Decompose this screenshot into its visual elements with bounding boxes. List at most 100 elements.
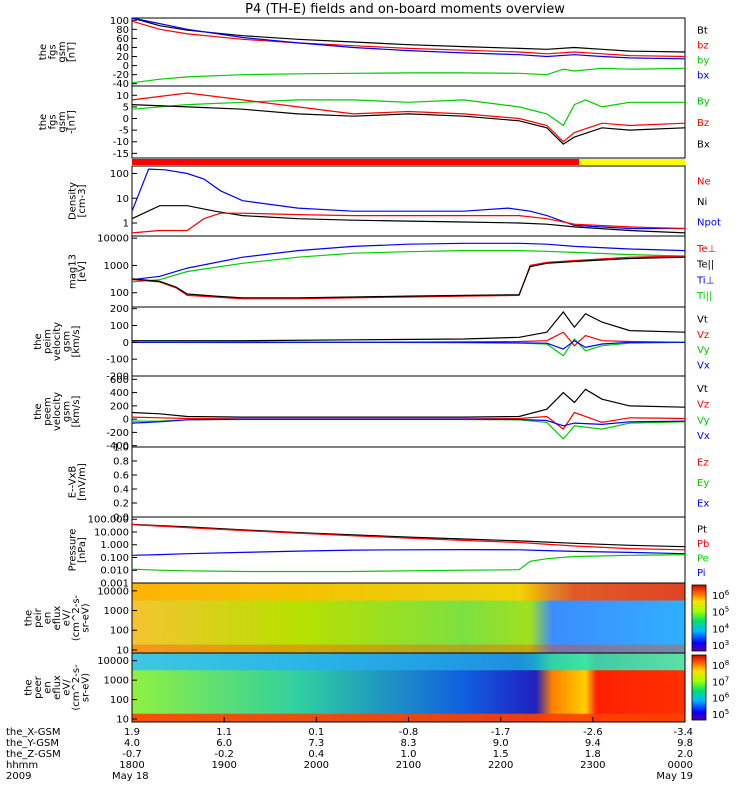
x-tick-Z: 1.0 xyxy=(401,749,417,760)
y-tick-label: 10 xyxy=(116,714,129,725)
series-Vx xyxy=(131,418,686,427)
legend-Te||: Te|| xyxy=(696,260,714,271)
x-tick-hhmm: 2200 xyxy=(488,760,513,771)
x-tick-X: -0.8 xyxy=(399,727,419,738)
y-axis-label: fgs xyxy=(47,44,58,59)
y-axis-label: velocity xyxy=(52,392,63,431)
y-tick-label: 40 xyxy=(116,43,129,54)
panel-frame xyxy=(131,85,686,159)
x-row-label: hhmm xyxy=(6,760,38,771)
y-axis-label: the xyxy=(38,44,49,60)
panel-6: 600 400 200 0 -200 -400 thepeemvelocitygsm[km/… xyxy=(33,375,710,452)
y-axis-label: sr-eV) xyxy=(81,603,92,632)
y-axis-label: [cm-3] xyxy=(77,184,88,217)
y-axis-label: the xyxy=(24,679,35,695)
y-tick-label: -100 xyxy=(106,355,129,366)
y-axis-label: [mV/m] xyxy=(77,463,88,501)
colorbar-tick: 105 xyxy=(712,708,729,721)
legend-Ti⊥: Ti⊥ xyxy=(696,275,714,286)
y-tick-label: 10 xyxy=(116,91,129,102)
series-Bx xyxy=(131,104,686,145)
y-axis-label: -[nT] xyxy=(66,110,77,134)
y-axis-label: (cm^2-s- xyxy=(71,594,82,641)
y-tick-label: 0.010 xyxy=(100,566,129,577)
series-Vt xyxy=(132,311,686,342)
y-axis-label: velocity xyxy=(52,322,63,361)
x-tick-Z: 1.8 xyxy=(585,749,601,760)
chart-title: P4 (TH-E) fields and on-board moments ov… xyxy=(245,2,565,17)
y-tick-label: 10.000 xyxy=(94,527,129,538)
colorbar-tick: 106 xyxy=(712,692,730,705)
x-tick-X: 1.1 xyxy=(216,727,232,738)
y-tick-label: 100 xyxy=(110,169,129,180)
y-tick-label: 1.000 xyxy=(100,540,129,551)
legend-Te⊥: Te⊥ xyxy=(696,244,716,255)
colorbar-tick: 103 xyxy=(712,639,729,652)
y-axis-label: E--VxB xyxy=(67,466,78,499)
colorbar xyxy=(691,654,707,721)
legend-Vz: Vz xyxy=(697,330,709,341)
y-axis-label: Density xyxy=(67,182,78,220)
series-Vx xyxy=(132,339,685,350)
panel-4: 10000 1000 100 mag13[eV] Te⊥ Te|| Ti⊥ Ti|| xyxy=(67,234,716,308)
x-row-label: the_X-GSM xyxy=(6,727,60,738)
y-axis-label: the xyxy=(33,333,44,349)
legend-Pb: Pb xyxy=(697,539,709,550)
y-tick-label: 0.4 xyxy=(113,485,129,496)
y-tick-label: 1000 xyxy=(104,676,129,687)
x-tick-Y: 7.3 xyxy=(308,738,324,749)
colorbar-tick: 108 xyxy=(712,659,729,672)
y-tick-label: 5 xyxy=(123,102,129,113)
x-date-end: May 19 xyxy=(656,771,693,782)
y-axis-label: en xyxy=(43,681,54,694)
y-axis-label: the xyxy=(24,610,35,626)
y-tick-label: 100 xyxy=(110,321,129,332)
y-tick-label: 20 xyxy=(116,52,129,63)
y-tick-label: -20 xyxy=(113,70,129,81)
legend-bz: bz xyxy=(697,41,709,52)
series-Pt xyxy=(131,523,686,548)
y-tick-label: 0 xyxy=(123,61,129,72)
panel-frame xyxy=(131,375,686,448)
y-tick-label: -40 xyxy=(113,79,129,90)
status-bar-red xyxy=(132,159,579,165)
series-By xyxy=(131,99,685,127)
series-Vz xyxy=(131,411,686,430)
legend-Ne: Ne xyxy=(697,176,711,187)
y-tick-label: 100 xyxy=(110,695,129,706)
series-Te⊥ xyxy=(131,255,686,300)
y-tick-label: 0.001 xyxy=(100,579,129,590)
legend-Bt: Bt xyxy=(697,26,708,37)
legend-Bz: Bz xyxy=(697,118,709,129)
series-Pi xyxy=(131,548,686,556)
x-tick-hhmm: 0000 xyxy=(668,760,693,771)
series-Vt xyxy=(131,388,686,418)
colorbar-tick: 107 xyxy=(712,675,729,688)
legend-Npot: Npot xyxy=(697,218,721,229)
x-row-label: the_Y-GSM xyxy=(6,738,59,749)
y-tick-label: 400 xyxy=(110,388,129,399)
x-tick-Y: 4.0 xyxy=(124,738,140,749)
y-tick-label: 600 xyxy=(110,375,129,386)
y-axis-label: peem xyxy=(43,397,54,425)
series-bz xyxy=(131,20,686,58)
y-axis-label: [eV] xyxy=(77,261,88,282)
y-tick-label: 80 xyxy=(116,25,129,36)
series-Ne xyxy=(131,212,686,234)
series-Ti⊥ xyxy=(131,242,686,281)
series-Pb xyxy=(131,524,686,551)
y-tick-label: 10000 xyxy=(97,656,129,667)
y-axis-label: eV/ xyxy=(62,609,73,626)
y-tick-label: 200 xyxy=(110,401,129,412)
y-tick-label: -10 xyxy=(113,137,129,148)
legend-Ni: Ni xyxy=(697,197,707,208)
y-tick-label: -400 xyxy=(106,441,129,452)
y-axis-label: (cm^2-s- xyxy=(71,664,82,711)
y-axis-label: peim xyxy=(43,329,54,354)
y-tick-label: -5 xyxy=(119,126,129,137)
x-tick-Y: 9.4 xyxy=(585,738,601,749)
y-axis-label: [nPa] xyxy=(77,537,88,563)
y-tick-label: 10000 xyxy=(97,586,129,597)
